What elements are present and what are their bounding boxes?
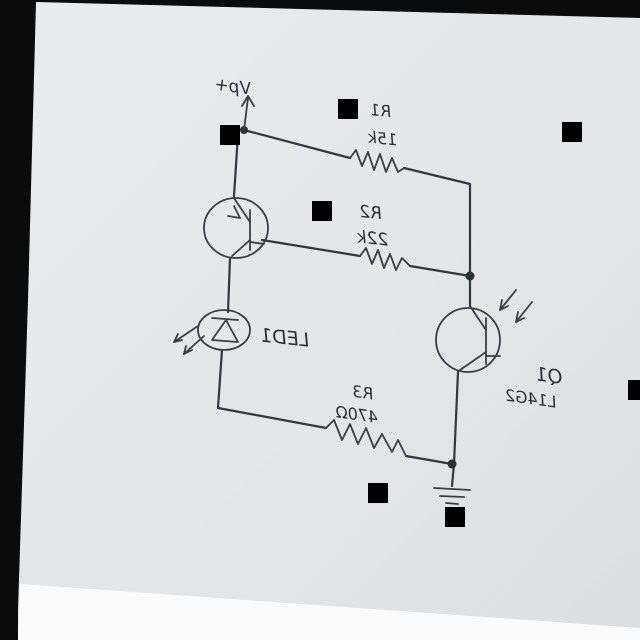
r3-name-label: R3: [351, 382, 375, 404]
junction-right-mid: [465, 271, 475, 281]
r2-name-label: R2: [358, 202, 383, 224]
led-symbol: [173, 309, 251, 355]
supply-arrow: [241, 95, 255, 131]
resistor-r2-symbol: [359, 247, 411, 271]
q1-name-label: Q1: [534, 363, 564, 389]
resistor-r3-symbol: [325, 419, 407, 457]
phototransistor-symbol: [435, 289, 533, 373]
paper-bottom-strip: [18, 584, 640, 640]
r1-value-label: 15k: [366, 127, 398, 149]
r1-name-label: R1: [369, 100, 392, 121]
resistor-r1-symbol: [349, 149, 405, 173]
junction-bottom: [447, 459, 457, 469]
led-name-label: LED1: [259, 325, 310, 352]
transistor-symbol: [203, 197, 269, 259]
redaction-marks: [220, 99, 640, 527]
paper-sheet: [18, 2, 640, 640]
r2-value-label: 22k: [355, 227, 390, 250]
ground-symbol: [433, 487, 471, 505]
